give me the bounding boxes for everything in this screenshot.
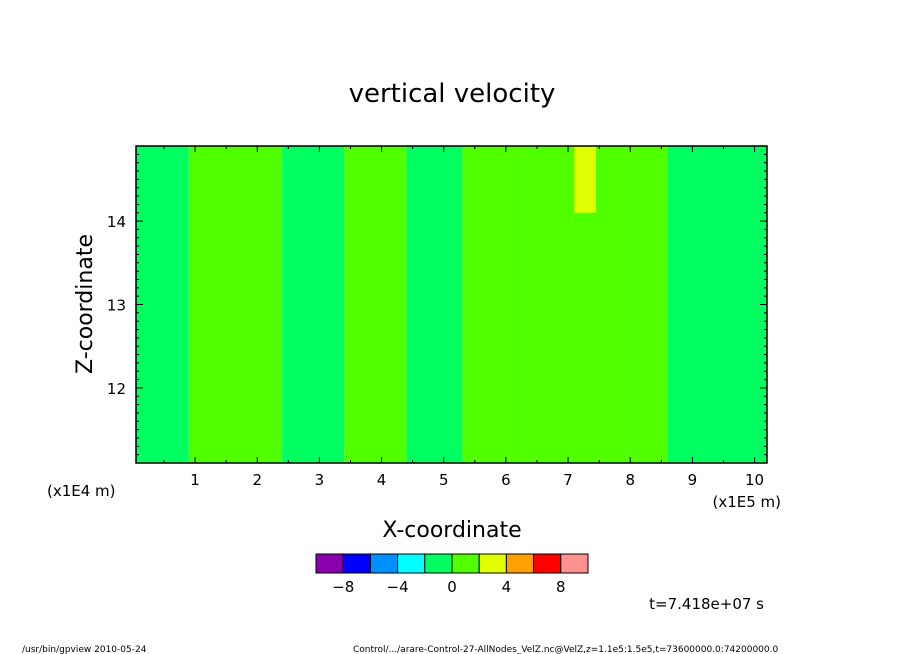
x-tick-label-9: 10 (745, 471, 764, 489)
colorbar-cell-6 (478, 553, 507, 574)
x-axis-label: X-coordinate (382, 518, 521, 543)
x-tick-label-3: 4 (377, 471, 387, 489)
y-tick-label-1: 13 (107, 297, 126, 315)
field-band-2 (251, 146, 283, 463)
x-tick-label-7: 8 (625, 471, 635, 489)
colorbar-tick-label-2: 0 (447, 578, 457, 596)
program-label: /usr/bin/gpview 2010-05-24 (22, 645, 147, 654)
colorbar-cell-2 (369, 553, 399, 574)
x-tick-label-5: 6 (501, 471, 511, 489)
colorbar-cell-0 (315, 553, 344, 574)
colorbar-cell-3 (397, 553, 426, 574)
x-tick-label-2: 3 (315, 471, 325, 489)
field-band-8 (624, 146, 668, 463)
plot-area (135, 145, 768, 464)
time-label: t=7.418e+07 s (649, 595, 764, 613)
x-tick-label-4: 5 (439, 471, 449, 489)
x-tick-label-1: 2 (252, 471, 262, 489)
field-band-3 (282, 146, 345, 463)
x-axis: 1 2 3 4 5 6 7 8 9 10 (163, 146, 764, 489)
field-band-0 (136, 146, 189, 463)
chart-title: vertical velocity (349, 79, 556, 109)
x-scale-label: (x1E5 m) (712, 493, 781, 511)
field-highlight-0 (574, 146, 597, 213)
colorbar-cell-7 (505, 553, 535, 574)
x-tick-label-8: 9 (688, 471, 698, 489)
colorbar-cell-9 (560, 553, 589, 574)
y-tick-label-0: 12 (107, 380, 126, 398)
colorbar-cell-1 (342, 553, 371, 574)
field-band-1 (188, 146, 252, 463)
x-tick-label-0: 1 (190, 471, 200, 489)
colorbar-tick-label-0: −8 (332, 578, 354, 596)
field-band-6 (462, 146, 525, 463)
y-tick-label-2: 14 (107, 213, 126, 231)
field-band-4 (344, 146, 407, 463)
source-label: Control/.../arare-Control-27-AllNodes_Ve… (353, 645, 778, 654)
z-scale-label: (x1E4 m) (47, 482, 116, 500)
colorbar-cell-8 (533, 553, 562, 574)
x-tick-label-6: 7 (563, 471, 573, 489)
colorbar-cell-4 (424, 553, 453, 574)
field-band-9 (667, 146, 767, 463)
field-band-5 (406, 146, 463, 463)
colorbar-tick-label-4: 8 (556, 578, 566, 596)
colorbar: −8 −4 0 4 8 (315, 553, 589, 596)
y-axis: 12 13 14 (107, 153, 767, 456)
colorbar-cell-5 (451, 553, 480, 574)
colorbar-tick-label-3: 4 (502, 578, 512, 596)
colorbar-tick-label-1: −4 (387, 578, 409, 596)
y-axis-label: Z-coordinate (73, 234, 98, 374)
